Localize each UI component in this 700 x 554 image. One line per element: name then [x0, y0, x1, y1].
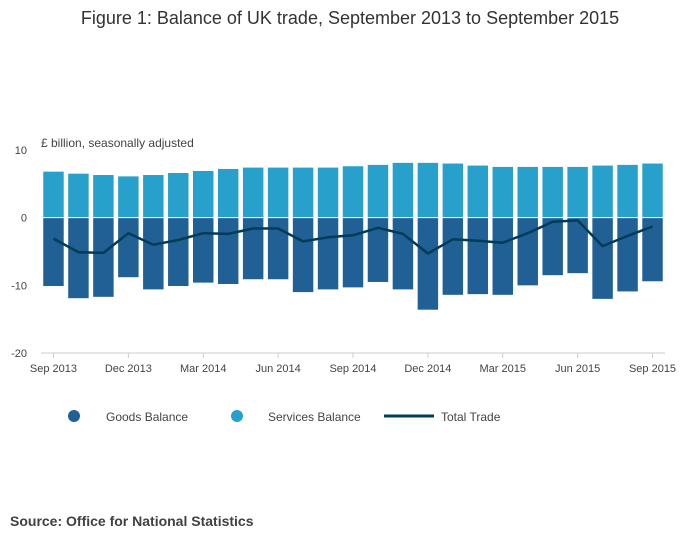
services-balance-bar	[193, 170, 214, 218]
services-balance-bar	[467, 165, 489, 218]
services-balance-bar	[442, 163, 464, 218]
goods-balance-bar	[617, 217, 638, 292]
services-balance-bar	[642, 163, 663, 218]
services-balance-bar	[242, 167, 264, 218]
goods-legend-swatch	[68, 410, 80, 422]
services-balance-bar	[567, 166, 588, 218]
services-balance-bar	[617, 164, 638, 218]
services-balance-bar	[43, 171, 64, 218]
source-note: Source: Office for National Statistics	[10, 513, 254, 529]
goods-balance-bar	[392, 217, 414, 290]
goods-balance-bar	[342, 217, 364, 288]
goods-balance-bars	[43, 217, 663, 310]
services-balance-bar	[592, 165, 613, 218]
chart-title: Figure 1: Balance of UK trade, September…	[81, 8, 619, 28]
services-balance-bar	[267, 167, 289, 218]
services-balance-bar	[417, 162, 439, 218]
goods-balance-bar	[517, 217, 538, 286]
x-tick-label: Jun 2015	[555, 363, 600, 375]
goods-balance-bar	[642, 217, 663, 282]
services-balance-bar	[542, 166, 563, 218]
services-balance-bar	[517, 166, 538, 218]
x-tick-label: Mar 2014	[180, 363, 226, 375]
x-tick-label: Sep 2014	[329, 363, 376, 375]
services-balance-bar	[492, 166, 513, 218]
x-tick-label: Mar 2015	[480, 363, 526, 375]
goods-balance-bar	[217, 217, 239, 284]
services-balance-bar	[118, 176, 139, 218]
x-axis: Sep 2013 Dec 2013 Mar 2014 Jun 2014 Sep 2014…	[30, 352, 676, 375]
goods-balance-bar	[242, 217, 264, 280]
services-balance-bar	[342, 166, 364, 218]
goods-balance-bar	[317, 217, 339, 290]
x-tick-label: Sep 2013	[30, 363, 77, 375]
x-tick-label: Sep 2015	[629, 363, 676, 375]
goods-balance-bar	[492, 217, 513, 295]
goods-balance-bar	[592, 217, 613, 299]
services-balance-bar	[168, 173, 189, 218]
x-tick-label: Jun 2014	[255, 363, 300, 375]
legend: Goods Balance Services Balance Total Tra…	[68, 410, 501, 424]
goods-balance-bar	[193, 217, 214, 283]
goods-balance-bar	[168, 217, 189, 287]
services-balance-bars	[43, 162, 663, 218]
services-legend-label: Services Balance	[268, 410, 361, 424]
services-balance-bar	[392, 162, 414, 218]
services-balance-bar	[217, 168, 239, 218]
goods-balance-bar	[43, 217, 64, 287]
legend-item-goods[interactable]: Goods Balance	[68, 410, 188, 424]
services-balance-bar	[143, 175, 164, 218]
y-tick-label: -10	[11, 280, 27, 292]
legend-item-services[interactable]: Services Balance	[231, 410, 361, 424]
y-tick-label: 10	[15, 145, 27, 157]
goods-balance-bar	[292, 217, 314, 293]
goods-balance-bar	[367, 217, 389, 282]
services-balance-bar	[317, 167, 339, 218]
goods-balance-bar	[267, 217, 289, 280]
goods-balance-bar	[93, 217, 114, 297]
y-tick-label: -20	[11, 348, 27, 360]
y-axis: 10 0 -10 -20	[11, 145, 27, 360]
services-balance-bar	[367, 164, 389, 218]
y-tick-label: 0	[21, 213, 27, 225]
total-trade-legend-label: Total Trade	[441, 410, 501, 424]
goods-balance-bar	[118, 217, 139, 278]
goods-balance-bar	[542, 217, 563, 276]
total-trade-line-layer	[52, 219, 653, 255]
legend-item-total-trade[interactable]: Total Trade	[384, 410, 501, 424]
x-tick-label: Dec 2013	[105, 363, 152, 375]
goods-balance-bar	[143, 217, 164, 290]
services-balance-bar	[68, 173, 89, 218]
goods-balance-bar	[68, 217, 89, 299]
services-legend-swatch	[231, 410, 243, 422]
goods-balance-bar	[442, 217, 464, 295]
goods-balance-bar	[467, 217, 489, 295]
services-balance-bar	[93, 175, 114, 218]
total-trade-line	[52, 219, 653, 255]
goods-legend-label: Goods Balance	[106, 410, 188, 424]
y-axis-unit-label: £ billion, seasonally adjusted	[41, 136, 194, 150]
goods-balance-bar	[567, 217, 588, 274]
services-balance-bar	[292, 167, 314, 218]
goods-balance-bar	[417, 217, 439, 310]
x-tick-label: Dec 2014	[404, 363, 451, 375]
